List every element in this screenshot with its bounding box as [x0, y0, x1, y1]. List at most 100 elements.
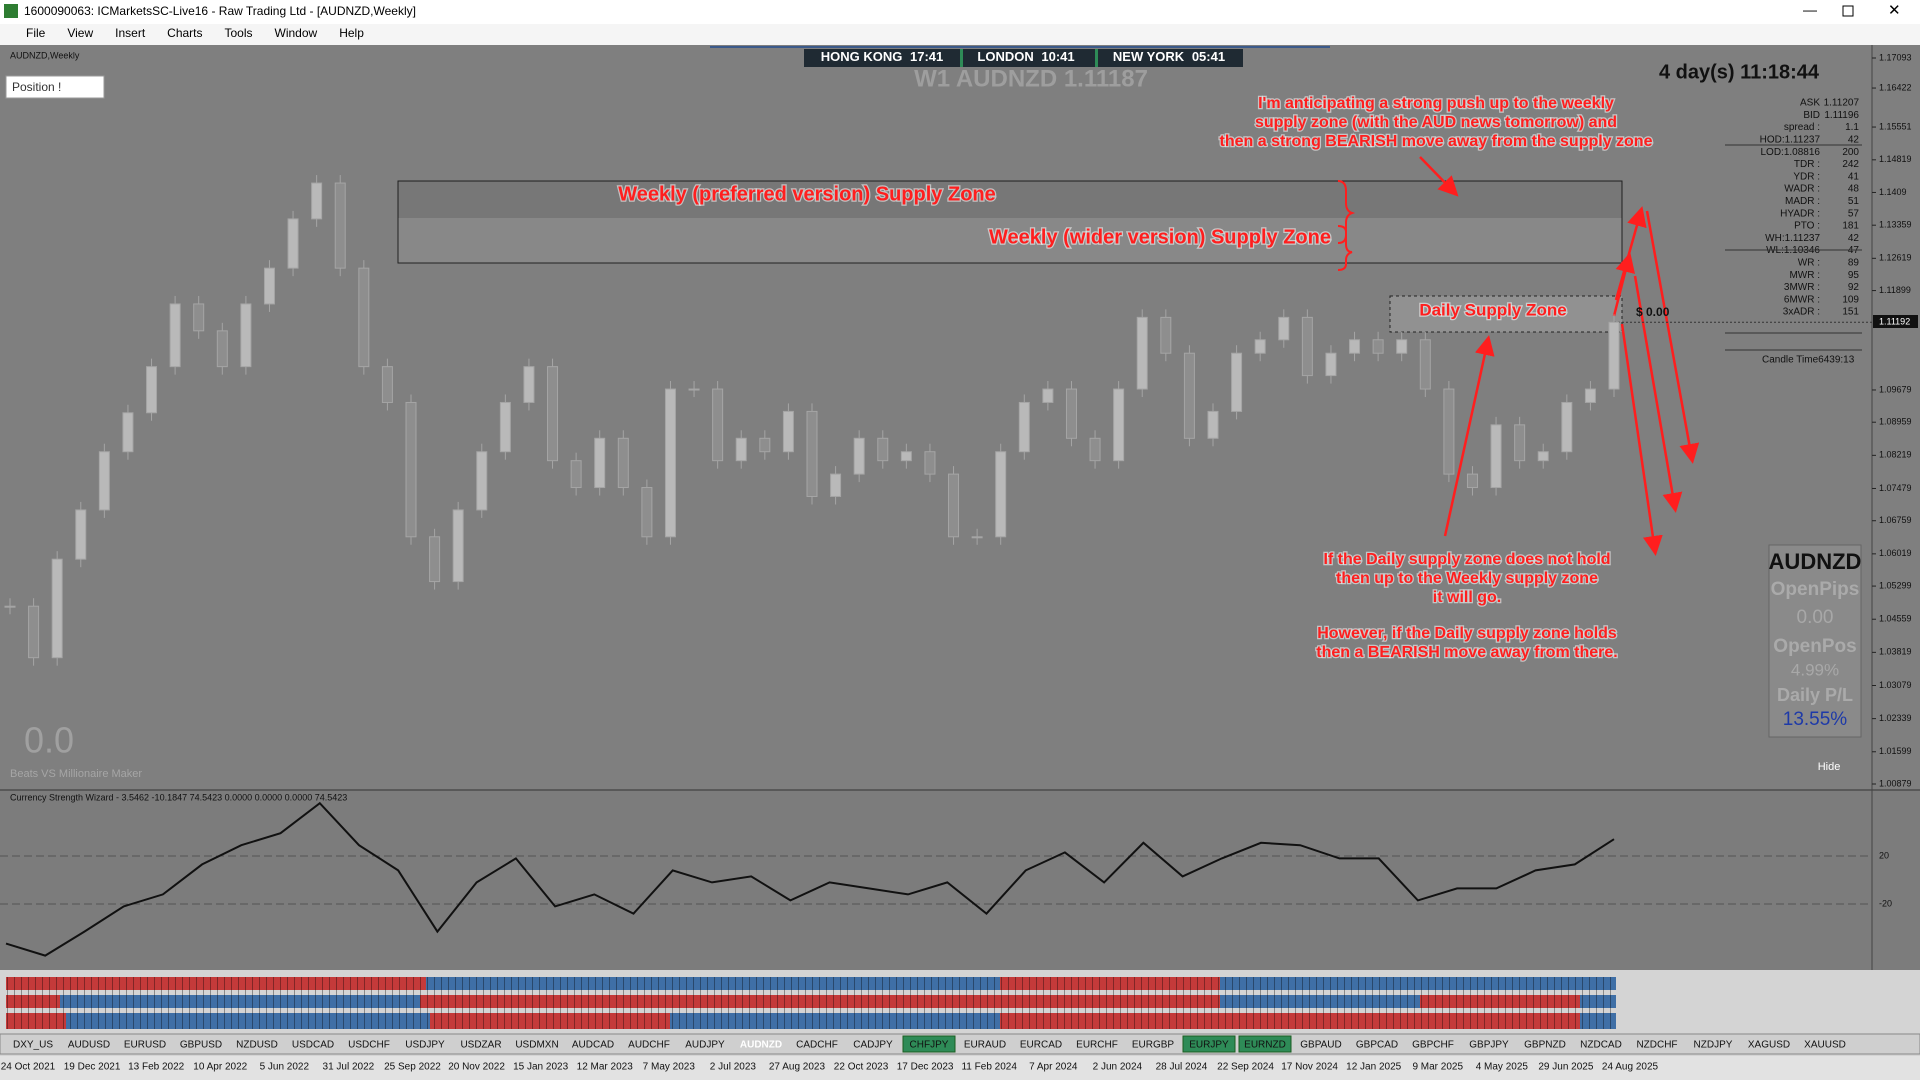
clock-time: 10:41: [1041, 49, 1074, 64]
symbol-button[interactable]: DXY_US: [13, 1040, 53, 1051]
candle-body: [1514, 424, 1526, 462]
annotation: If the Daily supply zone does not hold: [1323, 551, 1610, 568]
menu-item[interactable]: Charts: [167, 26, 202, 40]
candle-body: [1372, 339, 1384, 354]
date-label: 17 Nov 2024: [1281, 1062, 1338, 1073]
menu-item[interactable]: File: [26, 26, 46, 40]
symbol-button[interactable]: USDJPY: [405, 1040, 445, 1051]
price-tick-label: 1.17093: [1879, 52, 1912, 62]
title-bar: [0, 0, 1920, 24]
annotation: then a strong BEARISH move away from the…: [1220, 133, 1653, 150]
menu-item[interactable]: Window: [275, 26, 318, 40]
candle-body: [853, 437, 865, 475]
symbol-button[interactable]: USDCAD: [292, 1040, 334, 1051]
date-label: 12 Mar 2023: [577, 1062, 634, 1073]
price-tick-label: 1.11899: [1879, 285, 1911, 295]
candle-body: [499, 401, 511, 453]
symbol-button[interactable]: NZDJPY: [1694, 1040, 1733, 1051]
stats-daily-pl: 13.55%: [1783, 709, 1848, 730]
symbol-button[interactable]: AUDJPY: [685, 1040, 725, 1051]
price-tick-label: 1.15551: [1879, 121, 1912, 131]
menu-item[interactable]: Tools: [225, 26, 253, 40]
symbol-button[interactable]: EURUSD: [124, 1040, 166, 1051]
zone-label: Daily Supply Zone: [1419, 300, 1566, 319]
symbol-button[interactable]: NZDCHF: [1636, 1040, 1677, 1051]
pl-value: $ 0.00: [1636, 305, 1670, 319]
annotation: then up to the Weekly supply zone: [1336, 570, 1598, 587]
clock-time: 05:41: [1192, 49, 1225, 64]
symbol-button[interactable]: USDMXN: [515, 1040, 558, 1051]
date-label: 2 Jun 2024: [1093, 1062, 1143, 1073]
candle-body: [51, 558, 63, 659]
candle-body: [358, 267, 370, 368]
maximize-button[interactable]: [1842, 5, 1854, 17]
symbol-button[interactable]: NZDUSD: [236, 1040, 278, 1051]
candle-body: [971, 536, 983, 539]
info-value: 151: [1842, 307, 1859, 318]
price-tick-label: 1.13359: [1879, 220, 1912, 230]
symbol-button[interactable]: EURJPY: [1189, 1040, 1229, 1051]
symbol-button[interactable]: CADJPY: [853, 1040, 893, 1051]
menu-item[interactable]: View: [67, 26, 93, 40]
symbol-button[interactable]: CHFJPY: [910, 1040, 949, 1051]
info-value: 41: [1848, 171, 1860, 182]
menu-item[interactable]: Help: [339, 26, 364, 40]
info-value: 1.1: [1845, 122, 1859, 133]
candle-body: [806, 410, 818, 497]
candle-body: [1608, 321, 1620, 390]
close-button[interactable]: ✕: [1888, 2, 1901, 19]
info-label: HOD:1.11237: [1760, 135, 1821, 146]
stats-open-pips: 0.00: [1797, 607, 1834, 628]
info-label: 6MWR :: [1784, 294, 1820, 305]
position-tab[interactable]: [5, 75, 105, 99]
candle-body: [759, 437, 771, 453]
minimize-button[interactable]: —: [1803, 2, 1817, 18]
price-tick-label: 1.04559: [1879, 614, 1912, 624]
date-label: 28 Jul 2024: [1156, 1062, 1208, 1073]
hide-button[interactable]: Hide: [1818, 761, 1841, 773]
symbol-button[interactable]: GBPNZD: [1524, 1040, 1566, 1051]
symbol-button[interactable]: AUDUSD: [68, 1040, 110, 1051]
symbol-button[interactable]: EURAUD: [964, 1040, 1006, 1051]
candle-body: [1584, 388, 1596, 403]
symbol-button[interactable]: EURCAD: [1020, 1040, 1062, 1051]
symbol-button[interactable]: EURNZD: [1244, 1040, 1286, 1051]
info-value: 109: [1842, 294, 1859, 305]
big-zero: 0.0: [24, 720, 74, 761]
candle-body: [1183, 352, 1195, 439]
symbol-button[interactable]: NZDCAD: [1580, 1040, 1622, 1051]
candle-body: [547, 366, 559, 462]
indicator-label: Currency Strength Wizard - 3.5462 -10.18…: [10, 792, 347, 802]
symbol-button[interactable]: GBPCAD: [1356, 1040, 1398, 1051]
clock-divider: [960, 49, 963, 67]
symbol-button[interactable]: CADCHF: [796, 1040, 838, 1051]
info-label: WADR :: [1784, 184, 1820, 195]
candle-body: [169, 303, 181, 368]
symbol-button[interactable]: GBPCHF: [1412, 1040, 1454, 1051]
price-tick-label: 1.05299: [1879, 580, 1912, 590]
symbol-highlight: [1182, 1035, 1236, 1053]
candle-body: [311, 182, 323, 220]
symbol-button[interactable]: XAGUSD: [1748, 1040, 1790, 1051]
symbol-button[interactable]: USDZAR: [460, 1040, 501, 1051]
symbol-button[interactable]: EURCHF: [1076, 1040, 1118, 1051]
candle-body: [1561, 401, 1573, 453]
info-value: 92: [1848, 282, 1860, 293]
chart-area: [0, 45, 1920, 790]
date-label: 20 Nov 2022: [448, 1062, 505, 1073]
symbol-button[interactable]: AUDCAD: [572, 1040, 614, 1051]
symbol-button[interactable]: EURGBP: [1132, 1040, 1175, 1051]
candle-body: [263, 267, 275, 305]
symbol-button[interactable]: GBPAUD: [1300, 1040, 1342, 1051]
zone-label: Weekly (preferred version) Supply Zone: [618, 183, 996, 205]
date-label: 9 Mar 2025: [1412, 1062, 1463, 1073]
info-label: WL:1.10346: [1766, 245, 1820, 256]
symbol-button[interactable]: GBPJPY: [1469, 1040, 1509, 1051]
menu-item[interactable]: Insert: [115, 26, 146, 40]
symbol-button[interactable]: AUDNZD: [740, 1040, 782, 1051]
symbol-button[interactable]: AUDCHF: [628, 1040, 670, 1051]
info-label: MWR :: [1789, 270, 1820, 281]
symbol-button[interactable]: USDCHF: [348, 1040, 390, 1051]
symbol-button[interactable]: GBPUSD: [180, 1040, 222, 1051]
symbol-button[interactable]: XAUUSD: [1804, 1040, 1846, 1051]
